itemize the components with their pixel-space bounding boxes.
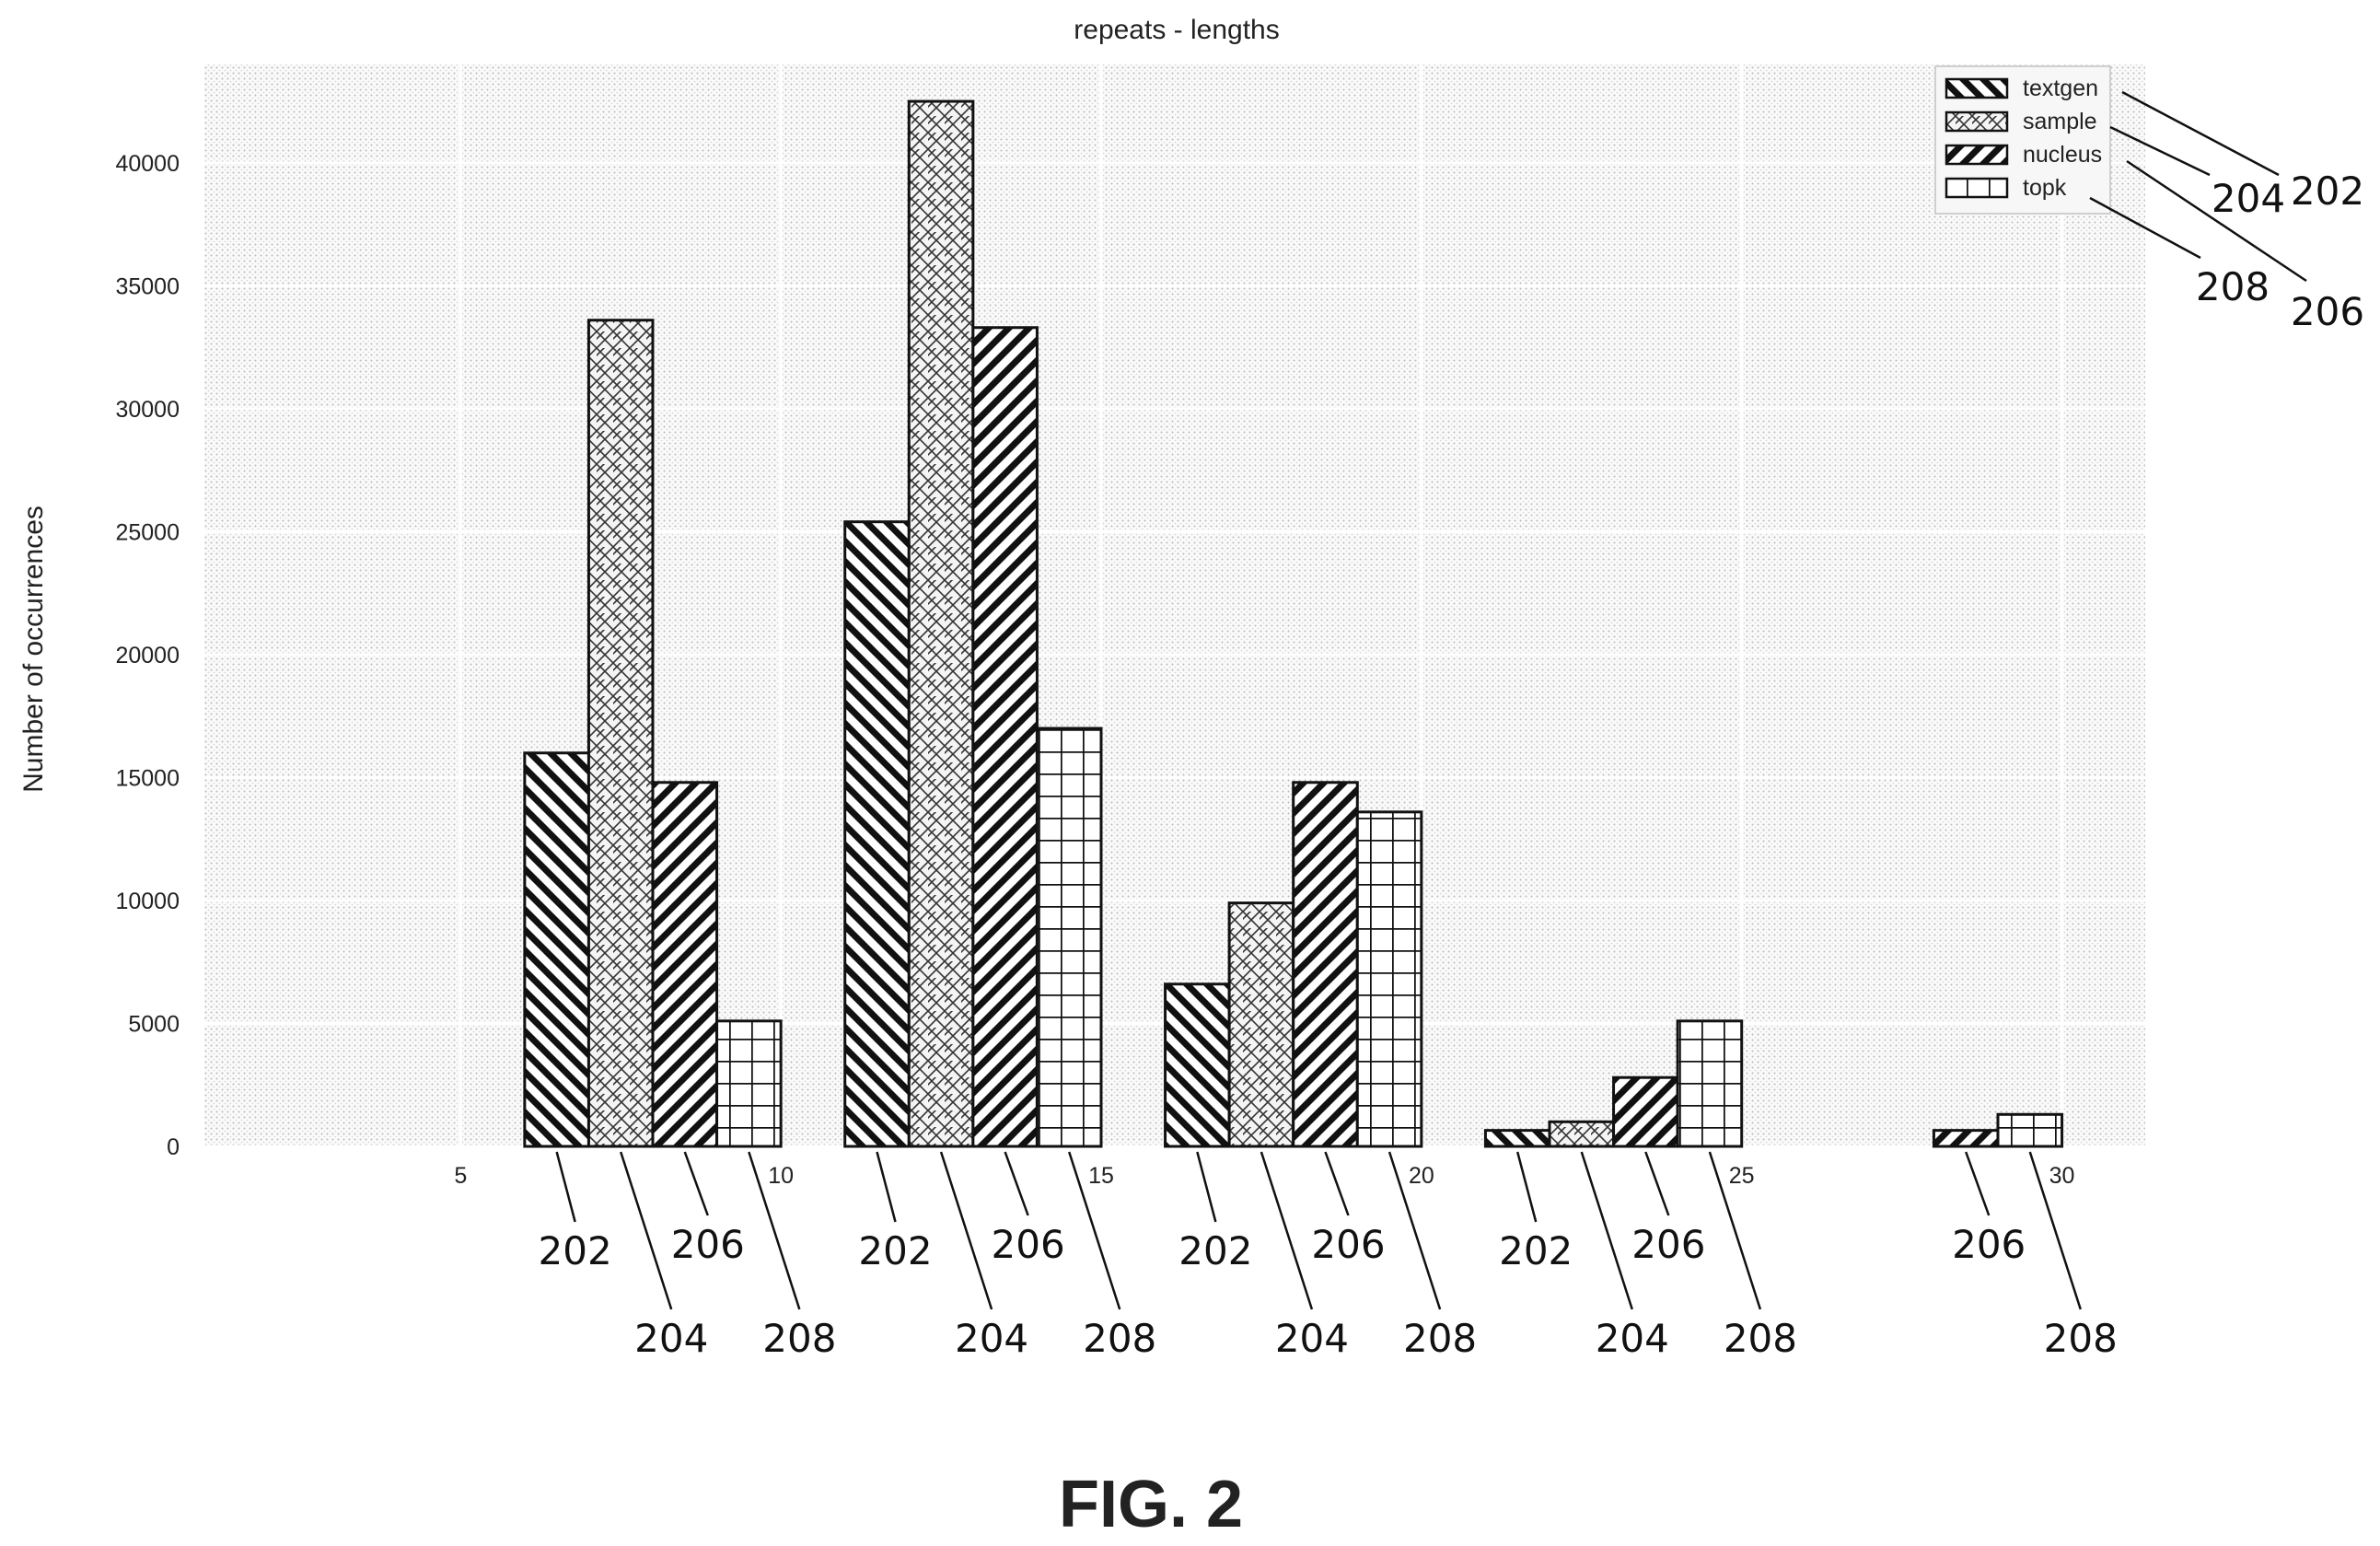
legend-label-nucleus: nucleus (2023, 142, 2102, 168)
leader-line (1708, 1151, 1762, 1310)
x-axis-ticks: 5 10 15 20 25 30 (454, 1163, 2074, 1189)
reference-numeral: 204 (1275, 1316, 1349, 1361)
legend-swatch-sample (1945, 110, 2009, 133)
reference-numeral: 202 (1178, 1228, 1252, 1273)
legend-label-topk: topk (2023, 175, 2067, 201)
bar-topk-bin-1 (715, 1019, 783, 1148)
leader-line (1196, 1151, 1217, 1223)
reference-numeral: 208 (762, 1316, 836, 1361)
bar-topk-bin-3 (1355, 810, 1423, 1148)
bar-topk-bin-4 (1676, 1019, 1744, 1148)
y-tick-label: 15000 (115, 765, 180, 791)
legend-swatch-textgen (1945, 77, 2009, 99)
y-tick-label: 5000 (128, 1011, 180, 1037)
bar-topk-bin-5 (1996, 1112, 2064, 1148)
bar-textgen-bin-2 (843, 520, 911, 1148)
legend: textgen sample nucleus topk (1934, 65, 2111, 215)
reference-numeral: 206 (992, 1222, 1065, 1267)
legend-leader-line (2121, 90, 2280, 177)
reference-numeral: 208 (2044, 1316, 2118, 1361)
bar-sample-bin-1 (586, 319, 655, 1148)
reference-numeral: 208 (1403, 1316, 1477, 1361)
y-tick-label: 0 (167, 1134, 180, 1160)
reference-numeral: 202 (858, 1228, 932, 1273)
chart-title: repeats - lengths (1074, 15, 1279, 45)
leader-line (939, 1151, 993, 1310)
bars (523, 99, 2064, 1148)
bar-sample-bin-2 (907, 99, 975, 1148)
x-tick-label: 10 (768, 1163, 794, 1189)
legend-leader-line (2089, 196, 2201, 260)
legend-label-textgen: textgen (2023, 76, 2098, 101)
reference-numeral: 202 (1499, 1228, 1573, 1273)
bar-nucleus-bin-2 (971, 326, 1039, 1148)
y-tick-label: 25000 (115, 519, 180, 545)
leader-line (555, 1151, 576, 1223)
reference-numeral: 208 (1724, 1316, 1797, 1361)
reference-numeral: 206 (1952, 1222, 2026, 1267)
leader-line (1644, 1151, 1670, 1216)
bar-textgen-bin-4 (1483, 1129, 1551, 1148)
legend-reference-numeral: 208 (2196, 264, 2270, 309)
bar-sample-bin-3 (1227, 901, 1295, 1148)
y-tick-label: 20000 (115, 643, 180, 668)
y-tick-label: 10000 (115, 889, 180, 914)
reference-numeral: 206 (1631, 1222, 1705, 1267)
legend-leader-line (2126, 159, 2307, 283)
x-tick-label: 20 (1409, 1163, 1434, 1189)
leader-line (876, 1151, 897, 1223)
bar-nucleus-bin-4 (1612, 1075, 1679, 1148)
leader-line (620, 1151, 673, 1310)
legend-reference-numeral: 202 (2291, 169, 2364, 214)
reference-numeral: 208 (1083, 1316, 1156, 1361)
reference-numerals: 2022042062082022042062082022042062082022… (539, 90, 2364, 1361)
leader-line (1068, 1151, 1121, 1310)
leader-line (1004, 1151, 1029, 1216)
bar-textgen-bin-3 (1164, 982, 1231, 1148)
legend-swatch-topk (1945, 177, 2009, 199)
x-tick-label: 5 (454, 1163, 467, 1189)
leader-line (1580, 1151, 1633, 1310)
figure-caption: FIG. 2 (1059, 1468, 1243, 1541)
reference-numeral: 204 (634, 1316, 708, 1361)
y-tick-label: 35000 (115, 273, 180, 299)
reference-numeral: 204 (955, 1316, 1028, 1361)
leader-line (1324, 1151, 1350, 1216)
reference-numeral: 202 (539, 1228, 612, 1273)
bar-nucleus-bin-3 (1292, 781, 1359, 1148)
leader-line (683, 1151, 709, 1216)
y-axis-label: Number of occurrences (18, 506, 49, 793)
reference-numeral: 204 (1596, 1316, 1669, 1361)
x-tick-label: 30 (2049, 1163, 2075, 1189)
bar-textgen-bin-1 (523, 751, 590, 1148)
leader-line (1515, 1151, 1538, 1223)
bar-nucleus-bin-5 (1932, 1129, 2000, 1148)
reference-numeral: 206 (671, 1222, 745, 1267)
reference-numeral: 206 (1311, 1222, 1385, 1267)
leader-line (1260, 1151, 1314, 1310)
x-tick-label: 25 (1729, 1163, 1755, 1189)
legend-reference-numeral: 204 (2212, 176, 2285, 221)
bar-sample-bin-4 (1548, 1120, 1616, 1148)
y-tick-label: 40000 (115, 151, 180, 177)
y-tick-label: 30000 (115, 397, 180, 423)
leader-line (2028, 1151, 2082, 1310)
legend-label-sample: sample (2023, 109, 2097, 134)
x-tick-label: 15 (1088, 1163, 1114, 1189)
bar-nucleus-bin-1 (651, 781, 719, 1148)
leader-line (1965, 1151, 1991, 1216)
leader-line (748, 1151, 801, 1310)
bar-topk-bin-2 (1035, 727, 1103, 1148)
legend-reference-numeral: 206 (2291, 289, 2364, 334)
leader-line (1387, 1151, 1442, 1310)
legend-swatch-nucleus (1945, 144, 2009, 166)
legend-leader-line (2109, 125, 2211, 177)
y-axis-ticks: 0 5000 10000 15000 20000 25000 30000 35000 40000 (115, 151, 180, 1160)
